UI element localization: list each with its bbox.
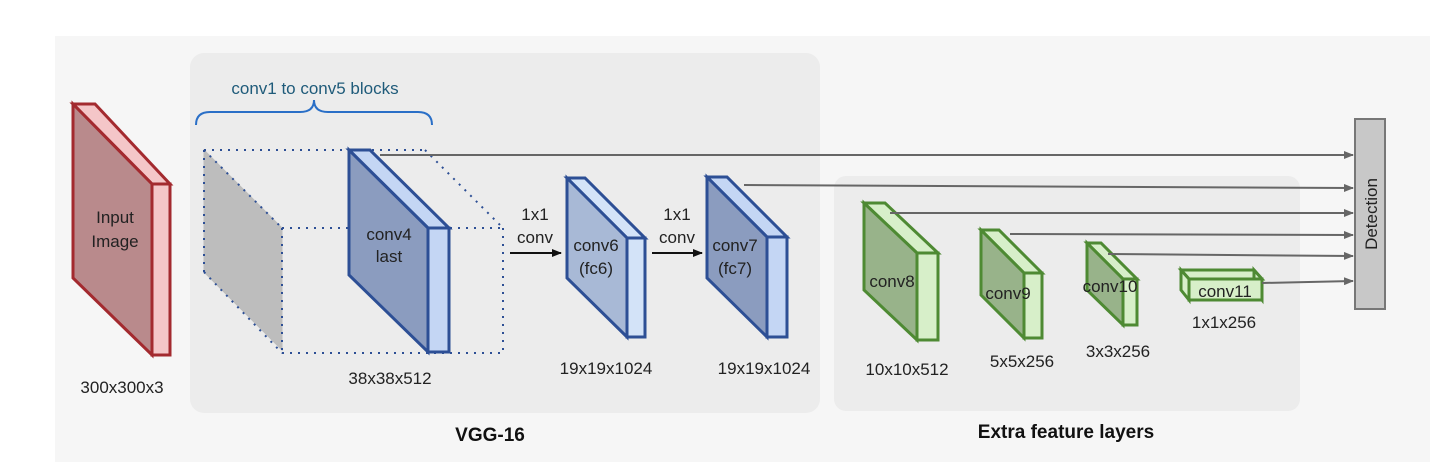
conv9-front-face [979,226,1026,342]
conv6-side-face [625,236,647,339]
conv4-label-line2: last [376,247,403,266]
op2-line1: 1x1 [663,205,690,224]
input-front-face [71,100,154,359]
conv11-block: conv11 [1177,266,1266,305]
conv10-label: conv10 [1083,277,1138,296]
conv7-block: conv7 (fc7) [703,173,791,341]
conv9-side-face [1022,271,1044,340]
conv6-label-line1: conv6 [573,236,618,255]
conv11-dims: 1x1x256 [1192,313,1256,332]
conv7-label-line2: (fc7) [718,259,752,278]
conv11-face [1187,277,1264,302]
conv4-dims: 38x38x512 [348,369,431,388]
conv10-dims: 3x3x256 [1086,342,1150,361]
vgg-panel [190,53,820,413]
vgg-title: VGG-16 [455,425,525,446]
conv6-label-line2: (fc6) [579,259,613,278]
input-dims: 300x300x3 [80,378,163,397]
conv8-side-face [915,251,940,342]
detection-label: Detection [1362,178,1381,250]
conv6-front-face [565,174,629,341]
conv8-front-face [862,199,919,344]
input-image-block: Input Image [69,100,174,359]
conv8-label: conv8 [869,272,914,291]
conv6-block: conv6 (fc6) [563,174,649,341]
conv4-block: conv4 last [345,146,453,356]
op1-line1: 1x1 [521,205,548,224]
conv4-front-face [347,146,430,356]
input-label-line2: Image [91,232,138,251]
blocks-brace [195,99,433,126]
detection-box [1354,118,1386,310]
dotted-volume-outline [203,149,504,354]
conv4-label-line1: conv4 [366,225,411,244]
conv11-label: conv11 [1198,282,1252,301]
input-side-face [150,182,172,357]
conv8-block: conv8 [860,199,942,344]
conv8-dims: 10x10x512 [865,360,948,379]
detection-arrows [380,151,1354,286]
extra-title: Extra feature layers [978,422,1154,443]
conv7-label-line1: conv7 [712,236,757,255]
op2-line2: conv [659,228,695,247]
conv4-side-face [426,226,451,354]
arrow-conv9 [1009,230,1354,239]
input-label-line1: Input [96,208,134,227]
conv6-dims: 19x19x1024 [560,359,653,378]
conv9-dims: 5x5x256 [990,352,1054,371]
conv10-front-face [1085,239,1125,329]
op1-line2: conv [517,228,553,247]
conv10-block: conv10 [1083,239,1141,329]
conv9-label: conv9 [985,284,1030,303]
conv9-block: conv9 [977,226,1046,342]
arrow-conv10 [1107,251,1354,260]
conv7-dims: 19x19x1024 [718,359,811,378]
arrow-conv11 [1261,277,1354,286]
conv7-side-face [765,235,789,339]
arrow-conv7 [743,183,1354,192]
conv7-front-face [705,173,769,341]
blocks-label: conv1 to conv5 blocks [231,79,398,98]
